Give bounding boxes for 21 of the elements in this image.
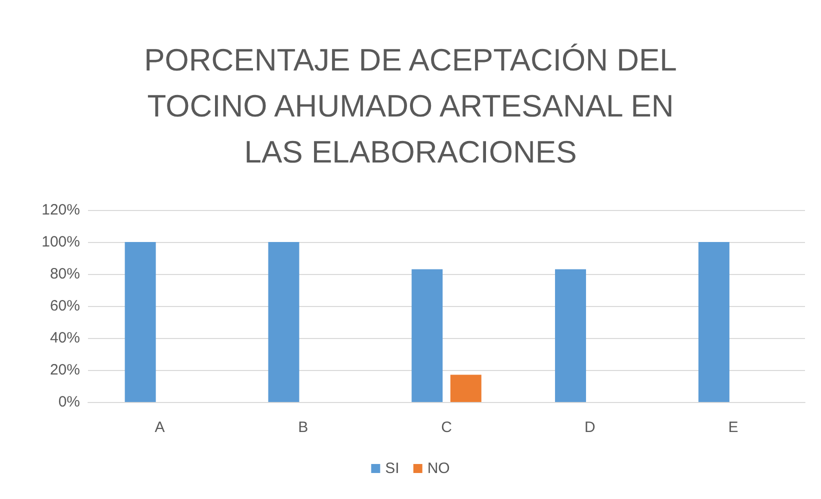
y-tick-label: 80% [50,266,80,282]
bar [124,242,156,402]
bar [412,269,443,402]
y-tick-label: 20% [50,362,80,378]
y-tick-label: 40% [50,330,80,346]
bar [268,242,300,402]
legend-label: NO [427,460,450,477]
x-tick-label: A [154,419,165,436]
legend-label: SI [385,460,400,477]
x-tick-label: C [441,419,452,436]
y-tick-label: 0% [58,394,80,410]
x-tick-label: E [728,419,738,436]
y-tick-label: 120% [42,202,80,218]
x-tick-label: B [298,419,308,436]
chart-title: PORCENTAJE DE ACEPTACIÓN DEL TOCINO AHUMADO ARTESANAL EN LAS ELABORACIONES [144,42,677,170]
y-tick-label: 60% [50,298,80,314]
bar [698,242,730,402]
x-tick-label: D [584,419,596,436]
bar [450,374,482,402]
bar [555,269,586,402]
y-tick-label: 100% [42,234,80,250]
